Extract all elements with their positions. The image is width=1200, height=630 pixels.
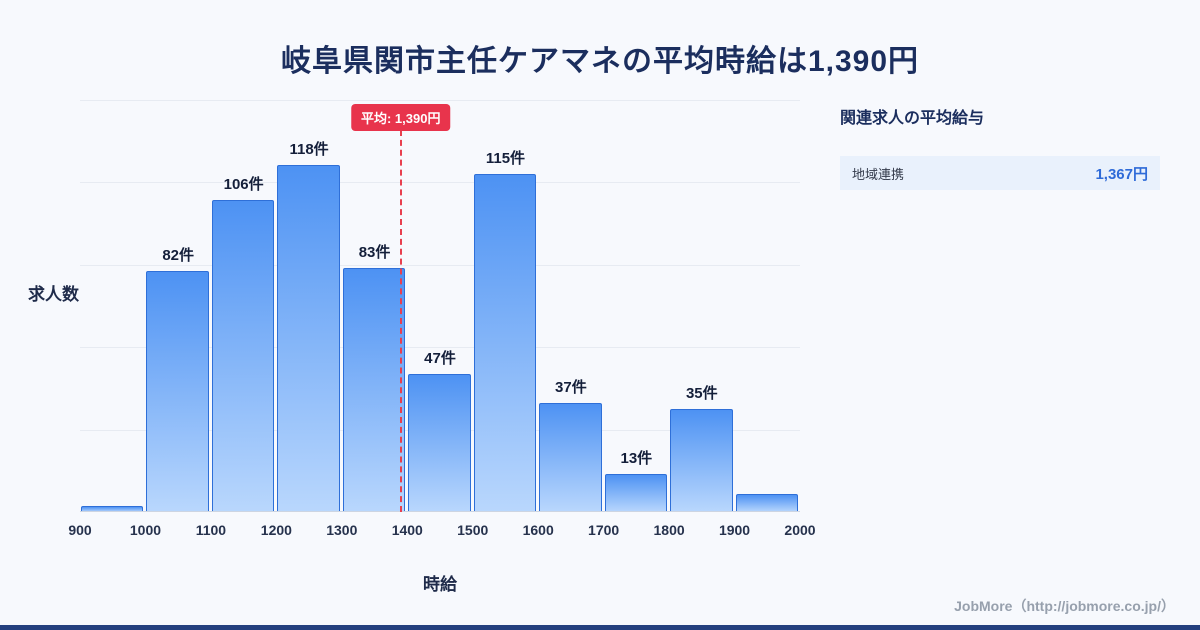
x-axis-tick: 1100 [195, 522, 227, 538]
x-axis-tick: 1300 [326, 522, 358, 538]
histogram-bar [670, 409, 733, 512]
bar-value-label: 115件 [485, 149, 526, 167]
histogram-plot-area: 82件 106件 118件 83件 47件 115件 37件 13件 35件 平均: 1,390… [80, 100, 800, 512]
x-axis-ticks: 900 1000 1100 1200 1300 1400 1500 1600 1700 1800 1… [68, 522, 815, 542]
x-axis-tick: 2000 [784, 522, 816, 538]
x-axis-tick: 1500 [457, 522, 489, 538]
gridline [80, 264, 800, 266]
average-line [399, 130, 402, 512]
histogram-bar [735, 494, 798, 512]
x-axis-tick: 900 [68, 522, 92, 538]
related-job-value: 1,367円 [1095, 165, 1148, 183]
x-axis-tick: 1400 [391, 522, 423, 538]
x-axis-tick: 1600 [522, 522, 554, 538]
x-axis-line [80, 511, 800, 512]
x-axis-tick: 1800 [653, 522, 685, 538]
jobmore-credit: JobMore（http://jobmore.co.jp/） [954, 598, 1175, 614]
related-job-label: 地域連携 [852, 166, 905, 182]
x-axis-tick: 1900 [718, 522, 751, 538]
bar-value-label: 82件 [162, 246, 195, 264]
bar-value-label: 106件 [223, 176, 264, 194]
y-axis-label: 求人数 [28, 285, 79, 304]
bottom-accent-strip [0, 625, 1200, 630]
histogram-bar [473, 173, 537, 512]
bar-value-label: 47件 [424, 349, 456, 367]
bar-value-label: 13件 [620, 449, 653, 467]
histogram-bar [277, 164, 340, 512]
side-panel-heading: 関連求人の平均給与 [840, 110, 985, 127]
x-axis-tick: 1000 [129, 522, 162, 538]
x-axis-label: 時給 [423, 575, 457, 594]
histogram-bar [604, 473, 668, 512]
gridline [80, 347, 800, 349]
bar-value-label: 118件 [289, 140, 329, 158]
gridline [80, 100, 800, 101]
page-title: 岐阜県関市主任ケアマネの平均時給は1,390円 [280, 45, 920, 78]
histogram-bar [81, 506, 144, 512]
gridline [80, 182, 800, 184]
histogram-bar [408, 373, 471, 512]
histogram-bar [211, 200, 275, 512]
histogram-bar [146, 270, 209, 512]
average-badge: 平均: 1,390円 [350, 104, 451, 131]
side-panel: 関連求人の平均給与 地域連携 1,367円 [840, 104, 1160, 190]
bar-value-label: 37件 [555, 379, 587, 397]
histogram-bar [342, 267, 406, 512]
bar-value-label: 35件 [685, 385, 718, 402]
histogram-bar [539, 403, 602, 512]
x-axis-tick: 1700 [588, 522, 620, 538]
x-axis-tick: 1200 [260, 522, 292, 538]
related-job-row: 地域連携 1,367円 [840, 156, 1160, 190]
bar-value-label: 83件 [358, 243, 391, 261]
